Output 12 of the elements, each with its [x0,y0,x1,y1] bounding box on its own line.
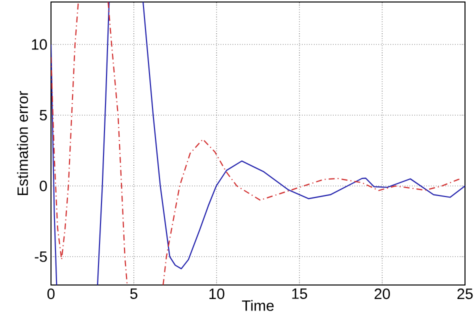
x-tick-label: 15 [292,288,308,299]
y-tick-label: 10 [32,39,47,50]
x-axis-title: Time [242,300,274,311]
x-tick-label: 5 [130,288,138,299]
y-tick-label: -5 [34,251,47,262]
x-tick-label: 25 [457,288,473,300]
y-tick-label: 0 [40,180,47,192]
x-tick-label: 10 [209,288,224,300]
y-axis-title: Estimation error [17,91,28,196]
y-tick-label: 5 [40,110,47,120]
x-tick-label: 20 [374,288,390,300]
x-tick-label: 0 [47,288,55,300]
